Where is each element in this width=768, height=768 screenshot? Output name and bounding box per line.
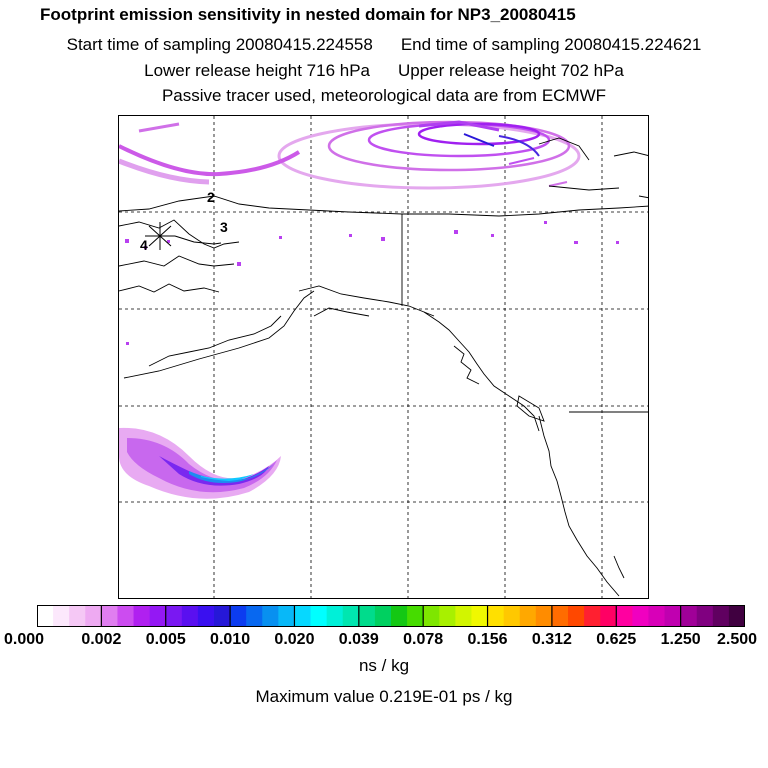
colorbar-swatch (600, 605, 617, 627)
colorbar-label: 0.000 (3, 631, 45, 648)
colorbar-swatch (262, 605, 279, 627)
colorbar-swatch (214, 605, 231, 627)
colorbar-swatch (712, 605, 730, 627)
colorbar-swatch (117, 605, 135, 627)
colorbar-swatch (310, 605, 328, 627)
colorbar-swatch (632, 605, 649, 627)
colorbar-swatch (230, 605, 247, 627)
flight-marker-4: 4 (140, 237, 148, 253)
colorbar-label: 0.156 (467, 631, 508, 648)
colorbar-label: 0.312 (531, 631, 572, 648)
colorbar-swatch (85, 605, 102, 627)
unit-label: ns / kg (358, 656, 410, 675)
colorbar-swatch (696, 605, 714, 627)
colorbar-swatch (648, 605, 666, 627)
flight-track (145, 222, 222, 250)
colorbar-swatch (294, 605, 312, 627)
colorbar-label: 0.078 (403, 631, 444, 648)
colorbar-swatch (149, 605, 167, 627)
map-canvas: 2 3 4 (119, 116, 648, 598)
colorbar-swatch (342, 605, 360, 627)
colorbar-label: 1.250 (660, 631, 701, 648)
colorbar-swatch (535, 605, 553, 627)
colorbar-swatch (358, 605, 376, 627)
max-value-label: Maximum value 0.219E-01 ps / kg (255, 687, 513, 706)
release-upper: Upper release height 702 hPa (398, 61, 624, 80)
colorbar-swatch (471, 605, 489, 627)
sensitivity-pacific-plume (119, 427, 281, 499)
sampling-end: End time of sampling 20080415.224621 (400, 35, 702, 54)
colorbar-swatch (69, 605, 86, 627)
colorbar-swatch (439, 605, 456, 627)
colorbar-swatch (664, 605, 682, 627)
colorbar-swatch (53, 605, 70, 627)
colorbar-swatch (519, 605, 537, 627)
sampling-start: Start time of sampling 20080415.224558 (66, 35, 373, 54)
colorbar-swatch (503, 605, 521, 627)
colorbar-labels: 0.000 0.002 0.005 0.010 0.020 0.039 0.078 0.156… (0, 631, 768, 651)
colorbar-label: 0.020 (274, 631, 315, 648)
colorbar-swatch (101, 605, 118, 627)
colorbar-border (37, 605, 745, 627)
release-lower: Lower release height 716 hPa (144, 61, 370, 80)
flight-marker-2: 2 (207, 189, 215, 205)
release-heights: Lower release height 716 hPa Upper releas… (0, 61, 768, 81)
colorbar-label: 0.010 (210, 631, 251, 648)
colorbar-swatch (391, 605, 408, 627)
map-panel: 2 3 4 (118, 115, 649, 599)
colorbar-swatch (407, 605, 424, 627)
sensitivity-patches (125, 221, 619, 345)
colorbar-label: 0.002 (81, 631, 122, 648)
plot-title: Footprint emission sensitivity in nested… (40, 5, 576, 24)
colorbar-swatch (246, 605, 263, 627)
colorbar-swatch (584, 605, 601, 627)
colorbar-swatch (455, 605, 472, 627)
colorbar (37, 605, 745, 627)
colorbar-swatch (680, 605, 698, 627)
colorbar-label: 0.625 (596, 631, 637, 648)
colorbar-label: 0.005 (145, 631, 186, 648)
colorbar-swatch (181, 605, 199, 627)
colorbar-label: 2.500 (716, 631, 758, 648)
colorbar-swatch (728, 605, 745, 627)
sampling-times: Start time of sampling 20080415.224558 En… (0, 35, 768, 55)
colorbar-swatch (423, 605, 440, 627)
colorbar-swatch (374, 605, 392, 627)
tracer-note: Passive tracer used, meteorological data… (161, 86, 607, 105)
sensitivity-arctic (119, 120, 581, 190)
colorbar-swatch (133, 605, 151, 627)
colorbar-swatch (551, 605, 569, 627)
colorbar-swatch (568, 605, 585, 627)
lat-lon-grid (119, 116, 648, 598)
colorbar-swatch (278, 605, 295, 627)
colorbar-label: 0.039 (338, 631, 379, 648)
colorbar-swatch (197, 605, 215, 627)
colorbar-swatch (487, 605, 505, 627)
colorbar-swatch (326, 605, 344, 627)
colorbar-swatch (37, 605, 54, 627)
colorbar-swatch (165, 605, 183, 627)
flight-marker-3: 3 (220, 219, 228, 235)
colorbar-swatch (616, 605, 633, 627)
coastlines (119, 137, 648, 597)
